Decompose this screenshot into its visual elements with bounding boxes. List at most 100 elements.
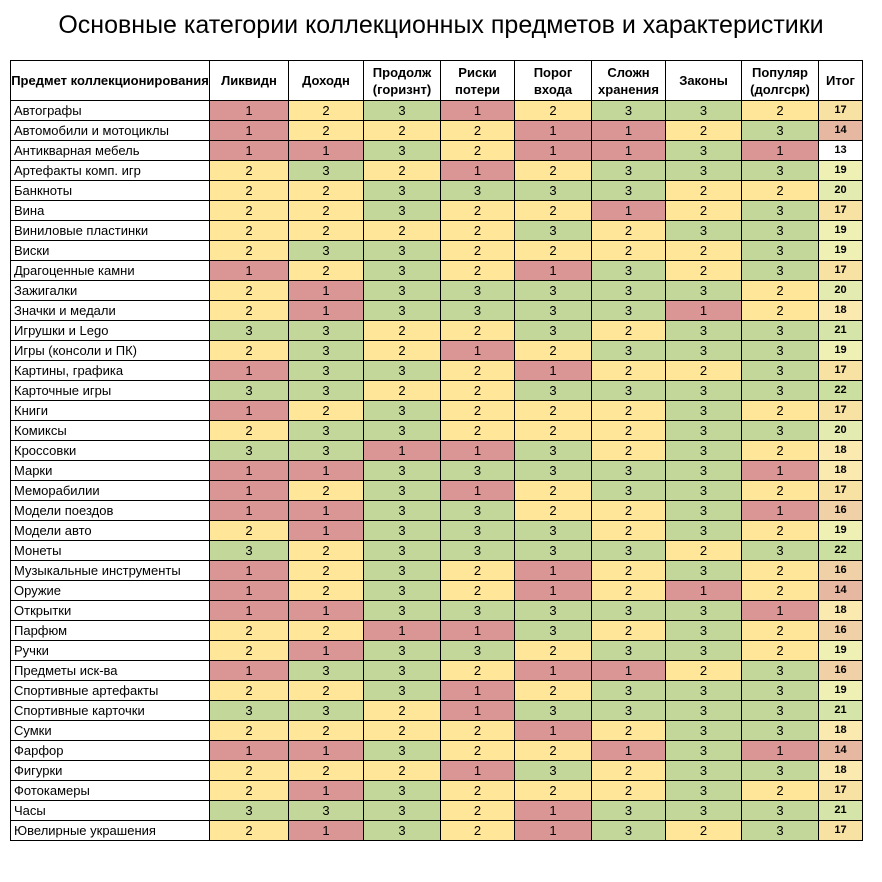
score-cell: 1 [288, 280, 364, 301]
score-cell: 1 [514, 120, 592, 141]
row-item-name: Игрушки и Lego [10, 320, 210, 341]
score-cell: 3 [288, 420, 364, 441]
total-cell: 16 [818, 560, 863, 581]
score-cell: 2 [741, 640, 819, 661]
row-item-name: Вина [10, 200, 210, 221]
score-cell: 2 [591, 720, 666, 741]
row-item-name: Игры (консоли и ПК) [10, 340, 210, 361]
header-total: Итог [818, 60, 863, 101]
score-cell: 3 [363, 100, 441, 121]
total-cell: 18 [818, 720, 863, 741]
score-cell: 3 [514, 220, 592, 241]
score-cell: 2 [591, 520, 666, 541]
score-cell: 3 [741, 820, 819, 841]
table-row: Открытки 1 1 3 3 3 3 3 1 18 [10, 600, 863, 621]
score-cell: 3 [363, 200, 441, 221]
score-cell: 3 [363, 680, 441, 701]
score-cell: 3 [363, 180, 441, 201]
score-cell: 2 [440, 240, 515, 261]
score-cell: 2 [514, 740, 592, 761]
header-item: Предмет коллекционирования [10, 60, 210, 101]
score-cell: 3 [741, 760, 819, 781]
score-cell: 2 [514, 500, 592, 521]
score-cell: 2 [288, 540, 364, 561]
score-cell: 2 [209, 520, 289, 541]
score-cell: 2 [591, 620, 666, 641]
score-cell: 3 [363, 240, 441, 261]
score-cell: 2 [440, 360, 515, 381]
total-cell: 17 [818, 480, 863, 501]
row-item-name: Банкноты [10, 180, 210, 201]
score-cell: 2 [591, 320, 666, 341]
score-cell: 2 [209, 620, 289, 641]
total-cell: 20 [818, 280, 863, 301]
score-cell: 2 [440, 200, 515, 221]
score-cell: 2 [288, 260, 364, 281]
score-cell: 2 [514, 160, 592, 181]
score-cell: 1 [591, 120, 666, 141]
score-cell: 3 [209, 440, 289, 461]
score-cell: 3 [288, 800, 364, 821]
score-cell: 1 [514, 720, 592, 741]
total-cell: 18 [818, 760, 863, 781]
score-cell: 2 [440, 820, 515, 841]
table-row: Спортивные артефакты 2 2 3 1 2 3 3 3 19 [10, 680, 863, 701]
total-cell: 19 [818, 220, 863, 241]
score-cell: 3 [665, 440, 742, 461]
row-item-name: Музыкальные инструменты [10, 560, 210, 581]
score-cell: 3 [665, 740, 742, 761]
score-cell: 2 [363, 320, 441, 341]
score-cell: 1 [209, 360, 289, 381]
score-cell: 2 [741, 480, 819, 501]
score-cell: 3 [288, 360, 364, 381]
row-item-name: Модели авто [10, 520, 210, 541]
score-cell: 1 [514, 140, 592, 161]
score-cell: 3 [665, 320, 742, 341]
score-cell: 3 [665, 400, 742, 421]
score-cell: 3 [591, 180, 666, 201]
score-cell: 2 [440, 560, 515, 581]
score-cell: 1 [288, 140, 364, 161]
score-cell: 2 [209, 760, 289, 781]
score-cell: 3 [440, 460, 515, 481]
score-cell: 3 [665, 780, 742, 801]
score-cell: 1 [440, 100, 515, 121]
score-cell: 3 [591, 480, 666, 501]
score-cell: 2 [363, 380, 441, 401]
score-cell: 3 [363, 660, 441, 681]
score-cell: 2 [288, 100, 364, 121]
row-item-name: Карточные игры [10, 380, 210, 401]
row-item-name: Сумки [10, 720, 210, 741]
row-item-name: Комиксы [10, 420, 210, 441]
score-cell: 1 [288, 600, 364, 621]
row-item-name: Предметы иск-ва [10, 660, 210, 681]
total-cell: 17 [818, 780, 863, 801]
score-cell: 2 [514, 340, 592, 361]
score-cell: 2 [741, 300, 819, 321]
score-cell: 1 [591, 140, 666, 161]
score-cell: 1 [591, 200, 666, 221]
score-cell: 2 [288, 120, 364, 141]
score-cell: 3 [591, 460, 666, 481]
score-cell: 2 [440, 140, 515, 161]
score-cell: 2 [440, 780, 515, 801]
table-row: Ручки 2 1 3 3 2 3 3 2 19 [10, 640, 863, 661]
table-row: Драгоценные камни 1 2 3 2 1 3 2 3 17 [10, 260, 863, 281]
score-cell: 3 [741, 120, 819, 141]
score-cell: 2 [209, 820, 289, 841]
score-cell: 2 [514, 480, 592, 501]
score-cell: 2 [288, 200, 364, 221]
score-cell: 3 [363, 500, 441, 521]
score-cell: 2 [665, 120, 742, 141]
score-cell: 2 [514, 240, 592, 261]
score-cell: 3 [514, 380, 592, 401]
score-cell: 2 [363, 220, 441, 241]
score-cell: 1 [741, 460, 819, 481]
score-cell: 3 [363, 360, 441, 381]
header-popularity: Популяр (долгсрк) [741, 60, 819, 101]
score-cell: 2 [363, 700, 441, 721]
table-row: Книги 1 2 3 2 2 2 3 2 17 [10, 400, 863, 421]
row-item-name: Часы [10, 800, 210, 821]
row-item-name: Открытки [10, 600, 210, 621]
score-cell: 2 [591, 500, 666, 521]
